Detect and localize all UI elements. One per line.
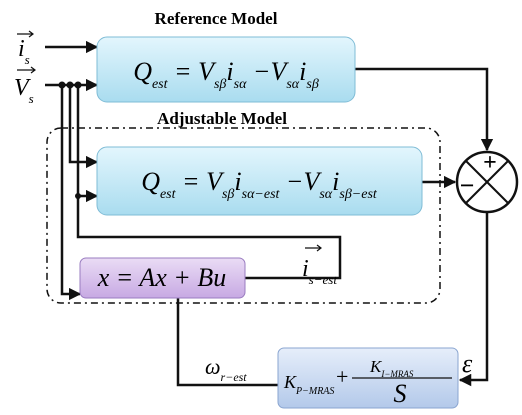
subscript: est <box>152 77 169 92</box>
symbol: i <box>18 36 25 62</box>
adjustable-title: Adjustable Model <box>157 109 287 128</box>
subscript: s <box>29 91 34 106</box>
symbol: −V <box>246 57 289 86</box>
symbol: i <box>332 167 339 196</box>
adjustable-block <box>96 146 423 216</box>
subscript: sα−est <box>242 187 281 202</box>
subscript: sβ <box>214 77 226 92</box>
subscript: P−MRAS <box>295 386 334 397</box>
junction <box>74 81 82 89</box>
subscript: sα <box>234 77 247 92</box>
symbol: = V <box>168 57 218 86</box>
equation: Vs <box>14 75 34 106</box>
junction <box>66 81 74 89</box>
cross <box>465 160 509 204</box>
minus-sign: − <box>460 171 475 200</box>
junction <box>58 81 66 89</box>
arrow <box>355 67 494 152</box>
plus-sign: + <box>483 150 497 176</box>
vector-arrow <box>17 66 36 74</box>
subscript: sβ−est <box>339 187 378 202</box>
arrow <box>68 85 99 169</box>
equation: Qest = Vsβisα −Vsαisβ <box>133 57 319 92</box>
equation: ωr−est <box>205 354 247 384</box>
symbol: V <box>14 75 31 101</box>
symbol: i <box>234 167 241 196</box>
symbol: i <box>299 57 306 86</box>
adjustable-boundary <box>46 127 441 304</box>
subscript: sβ <box>306 77 318 92</box>
error-label: ε <box>462 349 473 378</box>
symbol: i <box>226 57 233 86</box>
state-block <box>79 257 246 299</box>
subscript: I−MRAS <box>380 369 414 379</box>
symbol: −V <box>279 167 322 196</box>
arrow <box>458 212 489 387</box>
junction <box>75 193 81 199</box>
pi-plus: + <box>336 364 348 389</box>
subscript: est <box>160 187 177 202</box>
line <box>76 85 342 280</box>
equation: Qest = Vsβisα−est −Vsαisβ−est <box>141 167 378 202</box>
subscript: sα <box>319 187 332 202</box>
subscript: s−est <box>309 272 338 287</box>
connections <box>45 40 494 387</box>
equation: KI−MRAS <box>369 357 414 379</box>
subscript: r−est <box>221 370 248 384</box>
reference-title: Reference Model <box>155 9 278 28</box>
equation: KP−MRAS <box>283 372 334 397</box>
vector-arrow <box>305 244 322 252</box>
reference-block <box>96 36 356 103</box>
symbol: K <box>369 357 383 376</box>
pi-s: S <box>394 379 407 408</box>
state-equation: x = Ax + Bu <box>97 263 226 292</box>
subscript: s <box>25 52 30 67</box>
equation: is−est <box>302 256 337 287</box>
subscript: sβ <box>222 187 234 202</box>
symbol: i <box>302 256 309 282</box>
symbol: Q <box>141 167 160 196</box>
vector-arrow <box>17 30 34 38</box>
equation: is <box>18 36 30 67</box>
subscript: sα <box>286 77 299 92</box>
symbol: K <box>283 372 297 392</box>
symbol: Q <box>133 57 152 86</box>
symbol: = V <box>176 167 226 196</box>
symbol: ω <box>205 354 221 379</box>
arrow <box>171 263 278 387</box>
arrow <box>60 85 82 301</box>
